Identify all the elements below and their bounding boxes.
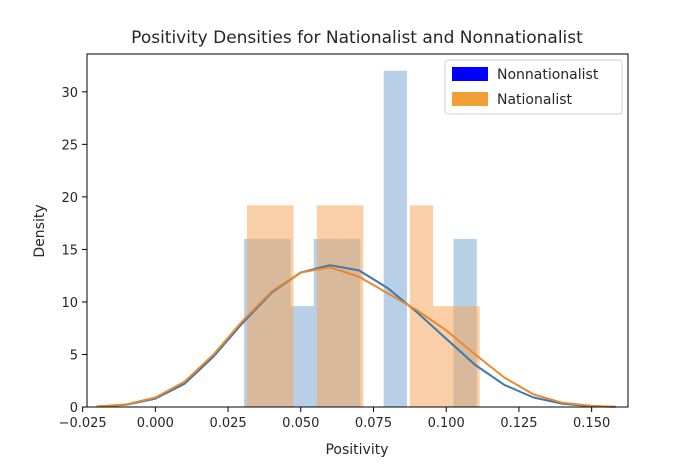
y-tick-label: 30 (61, 86, 78, 101)
legend-box (444, 59, 623, 115)
bar-nonnationalist-6 (383, 70, 407, 408)
legend-swatch-nonnationalist (452, 67, 488, 81)
legend-label-nonnationalist: Nonnationalist (497, 67, 599, 83)
y-tick-label: 15 (61, 243, 78, 258)
x-tick-label: 0.025 (209, 416, 246, 431)
legend-swatch-nationalist (452, 92, 488, 106)
bar-nationalist-1 (270, 205, 294, 407)
y-axis-label: Density (32, 204, 48, 257)
legend-label-nationalist: Nationalist (497, 92, 573, 108)
x-tick-label: 0.075 (355, 416, 392, 431)
bar-nationalist-9 (456, 306, 480, 407)
x-axis-label: Positivity (325, 442, 388, 458)
y-axis-ticks: 0 5 10 15 20 25 30 (61, 86, 87, 416)
x-tick-label: 0.000 (137, 416, 174, 431)
x-tick-label: 0.050 (282, 416, 319, 431)
bar-nationalist-8 (433, 306, 457, 407)
kde-lines (96, 264, 616, 408)
kde-line-nonnationalist (96, 264, 616, 408)
bar-nationalist-3 (316, 205, 341, 407)
x-tick-label: −0.025 (59, 416, 107, 431)
legend: Nonnationalist Nationalist (444, 59, 623, 115)
bar-nonnationalist-2 (290, 306, 314, 407)
y-tick-label: 10 (61, 296, 78, 311)
x-axis-ticks: −0.025 0.000 0.025 0.050 0.075 0.100 0.125 0.15… (59, 407, 610, 431)
y-tick-label: 0 (70, 401, 78, 416)
y-tick-label: 5 (70, 348, 78, 363)
y-tick-label: 20 (61, 191, 78, 206)
histogram-bars (244, 70, 480, 408)
bar-nationalist-4 (340, 205, 364, 407)
y-tick-label: 25 (61, 138, 78, 153)
chart-title: Positivity Densities for Nationalist and… (131, 28, 583, 48)
plot-frame (86, 53, 629, 408)
bar-nationalist-7 (409, 205, 434, 407)
x-tick-label: 0.150 (573, 416, 610, 431)
x-tick-label: 0.100 (428, 416, 465, 431)
x-tick-label: 0.125 (500, 416, 537, 431)
kde-line-nationalist (96, 266, 616, 408)
